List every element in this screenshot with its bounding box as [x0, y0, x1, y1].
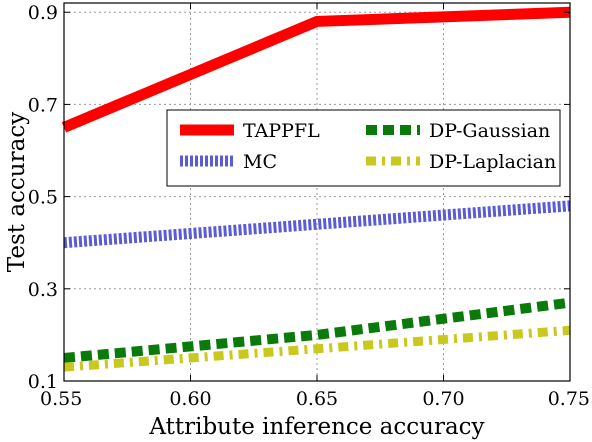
x-tick-label: 0.75	[548, 388, 590, 410]
y-tick-label: 0.3	[28, 279, 58, 301]
legend-label: TAPPFL	[243, 120, 320, 142]
legend-label: MC	[243, 151, 277, 173]
legend-label: DP-Gaussian	[429, 120, 550, 142]
y-tick-label: 0.5	[28, 187, 58, 209]
y-tick-label: 0.7	[28, 94, 58, 116]
x-tick-label: 0.70	[422, 388, 464, 410]
y-tick-label: 0.1	[28, 371, 58, 393]
legend-label: DP-Laplacian	[429, 151, 556, 173]
axis-ticks: 0.55 0.60 0.65 0.70 0.750.10.30.50.70.9	[28, 2, 590, 410]
y-tick-label: 0.9	[28, 2, 58, 24]
x-axis-title: Attribute inference accuracy	[148, 414, 484, 440]
grid-lines	[64, 3, 570, 381]
x-tick-label: 0.60	[169, 388, 211, 410]
x-tick-label: 0.65	[296, 388, 338, 410]
legend: TAPPFL MC DP-Gaussian DP-Laplacian	[167, 110, 560, 186]
y-axis-title: Test accuracy	[4, 112, 30, 272]
